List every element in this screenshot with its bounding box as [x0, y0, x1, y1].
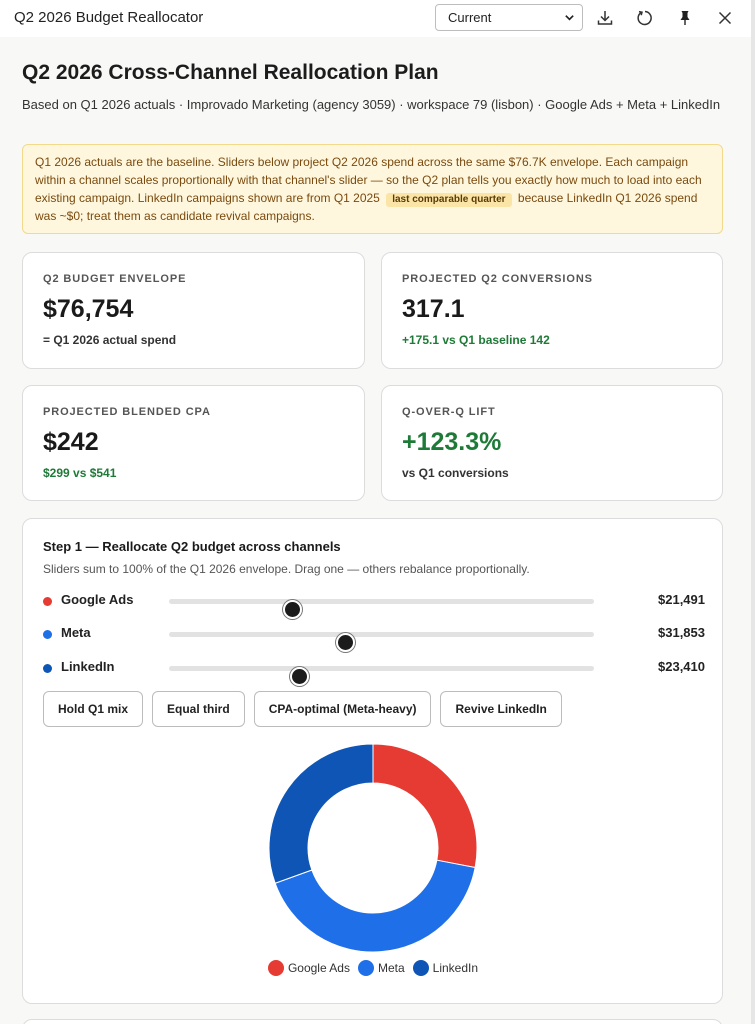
kpi-sub: vs Q1 conversions [402, 466, 509, 480]
channel-row-google-ads: Google Ads $21,491 [43, 591, 705, 619]
preset-hold-q1-mix-button[interactable]: Hold Q1 mix [43, 691, 144, 727]
kpi-value: 317.1 [402, 295, 465, 323]
meta-slider[interactable] [169, 632, 594, 652]
linkedin-color-dot [43, 664, 52, 673]
window-titlebar: Q2 2026 Budget Reallocator Current [0, 0, 751, 37]
main-content: Q2 2026 Cross-Channel Reallocation Plan … [0, 37, 751, 1024]
kpi-sub: $299 vs $541 [43, 466, 117, 480]
close-icon[interactable] [716, 9, 734, 27]
notice-text-end: because LinkedIn Q1 2026 spend was ~$0; … [35, 191, 698, 223]
page-title: Q2 2026 Cross-Channel Reallocation Plan [22, 61, 439, 84]
slider-thumb[interactable] [289, 667, 309, 686]
channel-amount: $31,853 [658, 625, 705, 640]
preset-buttons: Hold Q1 mix Equal third CPA-optimal (Met… [43, 691, 562, 727]
channel-row-linkedin: LinkedIn $23,410 [43, 658, 705, 686]
channel-label: LinkedIn [61, 659, 115, 674]
kpi-label: PROJECTED BLENDED CPA [43, 406, 211, 418]
view-select-value: Current [448, 10, 492, 25]
donut-slice-google-ads [372, 743, 478, 869]
channel-row-meta: Meta $31,853 [43, 624, 705, 652]
linkedin-slider[interactable] [169, 666, 594, 686]
channel-label: Google Ads [61, 592, 134, 607]
donut-slice-linkedin [268, 743, 374, 884]
kpi-label: Q2 BUDGET ENVELOPE [43, 273, 187, 285]
chevron-down-icon [565, 15, 574, 21]
legend-label: LinkedIn [432, 961, 479, 975]
scrollbar[interactable] [751, 0, 755, 1024]
page-subtitle: Based on Q1 2026 actuals · Improvado Mar… [22, 97, 721, 112]
notice-badge: last comparable quarter [386, 193, 512, 207]
kpi-label: Q-OVER-Q LIFT [402, 406, 496, 418]
kpi-card-lift: Q-OVER-Q LIFT +123.3% vs Q1 conversions [381, 385, 723, 501]
channel-amount: $23,410 [658, 659, 705, 674]
kpi-card-envelope: Q2 BUDGET ENVELOPE $76,754 = Q1 2026 act… [22, 252, 365, 369]
pin-icon[interactable] [676, 9, 694, 27]
donut-slice-meta [274, 859, 476, 953]
baseline-notice: Q1 2026 actuals are the baseline. Slider… [22, 144, 723, 234]
step-description: Sliders sum to 100% of the Q1 2026 envel… [43, 562, 530, 576]
channel-label: Meta [61, 625, 91, 640]
channel-amount: $21,491 [658, 592, 705, 607]
notice-text: Q1 2026 actuals are the baseline. Slider… [35, 155, 702, 205]
kpi-sub: +175.1 vs Q1 baseline 142 [402, 333, 550, 347]
reallocation-card: Step 1 — Reallocate Q2 budget across cha… [22, 518, 723, 1004]
legend-swatch [412, 960, 429, 976]
refresh-icon[interactable] [636, 9, 654, 27]
slider-thumb[interactable] [283, 600, 303, 619]
preset-revive-linkedin-button[interactable]: Revive LinkedIn [440, 691, 562, 727]
legend-item: LinkedIn [412, 960, 479, 976]
slider-thumb[interactable] [336, 633, 356, 652]
meta-color-dot [43, 630, 52, 639]
kpi-sub: = Q1 2026 actual spend [43, 333, 177, 347]
kpi-value: +123.3% [402, 428, 502, 456]
chart-legend: Google Ads Meta LinkedIn [23, 960, 723, 976]
view-select[interactable]: Current [435, 4, 583, 31]
legend-item: Meta [357, 960, 405, 976]
legend-item: Google Ads [267, 960, 350, 976]
google-ads-color-dot [43, 597, 52, 606]
legend-label: Meta [377, 961, 405, 975]
legend-swatch [267, 960, 284, 976]
preset-equal-third-button[interactable]: Equal third [152, 691, 245, 727]
google-ads-slider[interactable] [169, 599, 594, 619]
channel-mix-donut-chart [268, 743, 478, 953]
legend-label: Google Ads [287, 961, 350, 975]
kpi-value: $242 [43, 428, 99, 456]
next-step-card [22, 1019, 723, 1024]
legend-swatch [357, 960, 374, 976]
kpi-value: $76,754 [43, 295, 134, 323]
preset-cpa-optimal-button[interactable]: CPA-optimal (Meta-heavy) [253, 691, 432, 727]
app-title: Q2 2026 Budget Reallocator [14, 9, 204, 26]
kpi-card-conversions: PROJECTED Q2 CONVERSIONS 317.1 +175.1 vs… [381, 252, 723, 369]
step-title: Step 1 — Reallocate Q2 budget across cha… [43, 539, 341, 554]
kpi-label: PROJECTED Q2 CONVERSIONS [402, 273, 593, 285]
kpi-card-cpa: PROJECTED BLENDED CPA $242 $299 vs $541 [22, 385, 365, 501]
download-icon[interactable] [596, 9, 614, 27]
